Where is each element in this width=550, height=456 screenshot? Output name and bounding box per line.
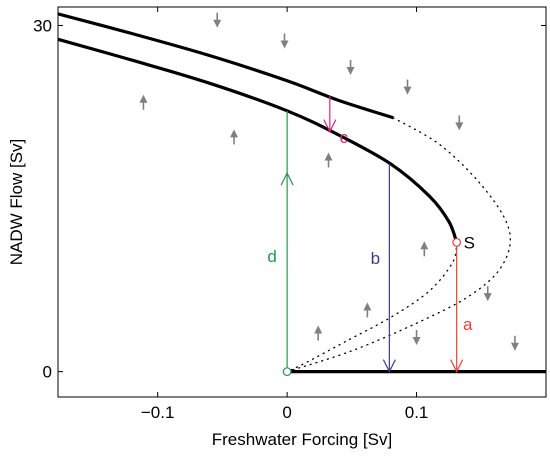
branches (58, 12, 546, 374)
markers: S (282, 233, 475, 377)
transitions: a b c d (267, 95, 473, 373)
transition-a-arrowhead (450, 359, 464, 373)
field-arrow-9-head (420, 241, 429, 250)
field-arrow-6-head (139, 94, 148, 103)
plot-frame (57, 6, 547, 398)
saddle-marker (452, 237, 462, 247)
plot-area (58, 7, 546, 397)
transition-c-label: c (340, 128, 349, 147)
field-arrow-4-head (403, 86, 412, 95)
field-arrow-7-head (230, 129, 239, 138)
transition-d-arrowhead (280, 171, 294, 186)
field-arrows (139, 12, 519, 351)
origin-marker (282, 367, 292, 377)
field-arrow-8-head (324, 152, 333, 161)
series-5-dotted-line (286, 117, 511, 373)
transition-c-arrowhead (323, 119, 337, 133)
field-arrow-5-head (455, 122, 464, 131)
field-arrow-12-head (412, 337, 421, 345)
field-arrow-2-head (280, 40, 289, 49)
field-arrow-10-head (363, 302, 372, 311)
field-arrow-13-head (483, 293, 492, 302)
x-axis-label: Freshwater Forcing [Sv] (212, 430, 392, 449)
series-1-solid-line (58, 12, 394, 120)
transition-d-label: d (267, 247, 276, 266)
x-tick-label-2: 0 (282, 403, 291, 422)
y-tick-label-1: 0 (43, 363, 52, 382)
series-2-solid-line (58, 37, 459, 243)
x-tick-label-1: −0.1 (141, 403, 175, 422)
transition-b-arrowhead (382, 359, 396, 373)
transition-b-label: b (371, 249, 380, 268)
field-arrow-1-head (213, 19, 222, 28)
ticks: −0.1 0 0.1 0 30 (33, 7, 546, 422)
y-axis-label: NADW Flow [Sv] (7, 139, 26, 266)
transition-a-label: a (463, 315, 473, 334)
saddle-label: S (464, 233, 475, 252)
field-arrow-3-head (346, 67, 355, 75)
field-arrow-14-head (510, 342, 519, 351)
field-arrow-11-head (314, 325, 323, 334)
x-tick-label-3: 0.1 (405, 403, 429, 422)
y-tick-label-2: 30 (33, 16, 52, 35)
